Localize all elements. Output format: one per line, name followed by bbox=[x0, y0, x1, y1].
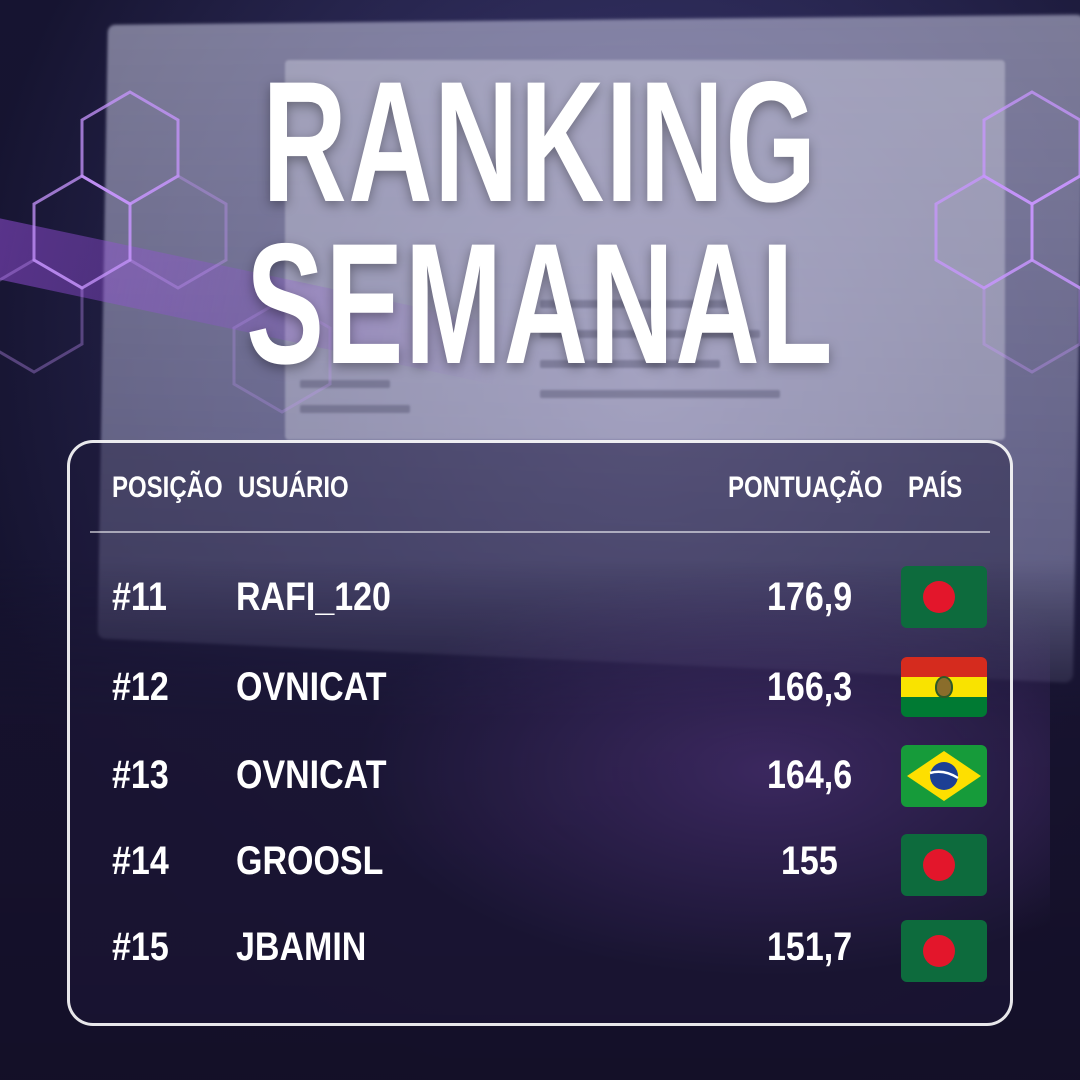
bolivia-flag-icon bbox=[901, 657, 987, 717]
row-user: GROOSL bbox=[236, 829, 383, 893]
row-score: 155 bbox=[781, 829, 838, 893]
hexagon-shape bbox=[984, 260, 1080, 372]
row-score: 164,6 bbox=[767, 743, 852, 807]
row-score: 166,3 bbox=[767, 655, 852, 719]
bangladesh-flag-icon bbox=[901, 920, 987, 982]
hexagon-shape bbox=[82, 92, 178, 204]
table-row: #11 RAFI_120 176,9 bbox=[0, 565, 1080, 629]
row-position: #13 bbox=[112, 743, 169, 807]
header-country: PAÍS bbox=[908, 470, 962, 506]
hexagon-shape bbox=[34, 176, 130, 288]
title-line-1: RANKING bbox=[173, 56, 907, 228]
row-position: #14 bbox=[112, 829, 169, 893]
header-score: PONTUAÇÃO bbox=[728, 470, 883, 506]
hexagon-shape bbox=[984, 92, 1080, 204]
header-user: USUÁRIO bbox=[238, 470, 349, 506]
table-row: #13 OVNICAT 164,6 bbox=[0, 743, 1080, 807]
bangladesh-flag-icon bbox=[901, 566, 987, 628]
brazil-flag-icon bbox=[901, 745, 987, 807]
header-position: POSIÇÃO bbox=[112, 470, 223, 506]
row-score: 176,9 bbox=[767, 565, 852, 629]
row-user: RAFI_120 bbox=[236, 565, 391, 629]
bangladesh-flag-icon bbox=[901, 834, 987, 896]
row-score: 151,7 bbox=[767, 915, 852, 979]
table-row: #14 GROOSL 155 bbox=[0, 829, 1080, 893]
title-line-2: SEMANAL bbox=[173, 218, 907, 390]
table-row: #12 OVNICAT 166,3 bbox=[0, 655, 1080, 719]
row-user: OVNICAT bbox=[236, 655, 386, 719]
hexagon-shape bbox=[936, 176, 1032, 288]
table-row: #15 JBAMIN 151,7 bbox=[0, 915, 1080, 979]
row-user: JBAMIN bbox=[236, 915, 366, 979]
row-user: OVNICAT bbox=[236, 743, 386, 807]
row-position: #12 bbox=[112, 655, 169, 719]
row-position: #15 bbox=[112, 915, 169, 979]
row-position: #11 bbox=[112, 565, 167, 629]
hexagon-shape bbox=[0, 260, 82, 372]
hexagon-shape bbox=[1032, 176, 1080, 288]
header-divider bbox=[90, 531, 990, 533]
